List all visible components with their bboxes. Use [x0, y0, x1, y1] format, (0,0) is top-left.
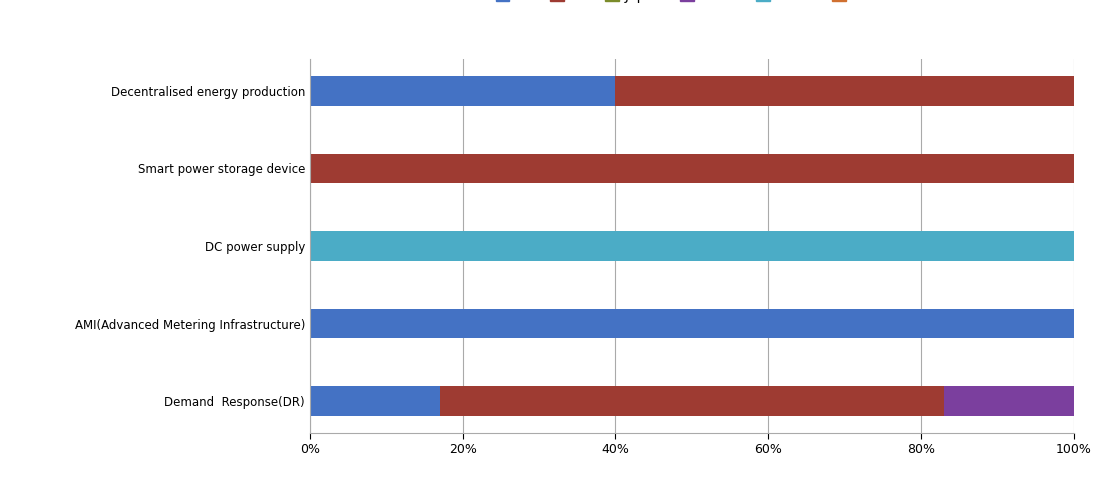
Bar: [615, 76, 1074, 105]
Bar: [310, 309, 1074, 338]
Bar: [310, 387, 439, 416]
Legend: US, EU, Japan, China, Korea, other: US, EU, Japan, China, Korea, other: [490, 0, 893, 9]
Bar: [439, 387, 944, 416]
Bar: [310, 76, 615, 105]
Bar: [310, 154, 1074, 183]
Bar: [944, 387, 1074, 416]
Bar: [310, 231, 1074, 261]
